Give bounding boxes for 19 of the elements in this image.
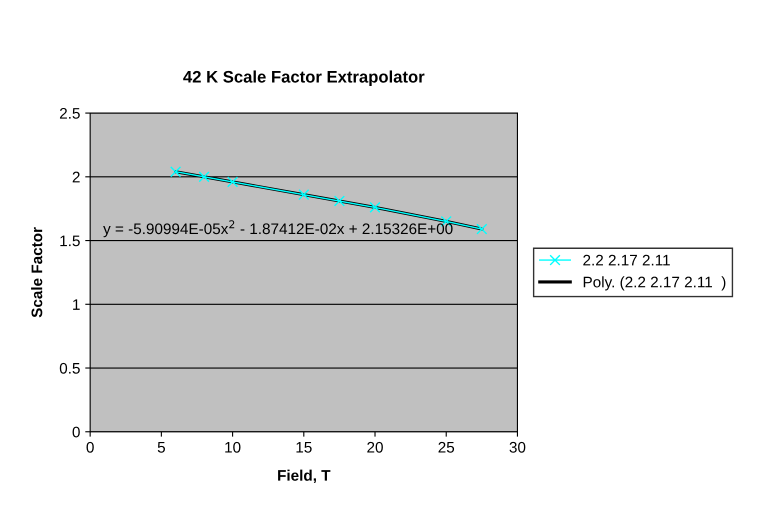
annotation: y = -5.90994E-05x$^{2}$ - 1.87412E-02x + 2.15326E+00 [103,220,453,238]
y-tick-label: 2 [72,172,80,182]
y-tick-label: 0 [72,426,80,438]
y-tick-label: 0.5 [60,362,80,374]
x-tick-label: 5 [158,442,165,453]
chart-title: 42 K Scale Factor Extrapolator [183,70,424,86]
legend-label: 2.2 2.17 2.11 [583,254,670,266]
x-tick-label: 25 [438,442,454,453]
legend-label: Poly. (2.2 2.17 2.11 ) [584,276,726,290]
y-axis-title: Scale Factor [31,227,42,318]
x-axis-title: Field, T [278,470,330,484]
y-tick-label: 1.5 [60,236,80,246]
x-tick-label: 20 [367,442,383,453]
y-tick-label: 1 [73,299,80,310]
x-tick-label: 30 [510,442,526,453]
x-tick-label: 0 [86,442,94,453]
y-tick-label: 2.5 [60,108,80,119]
x-tick-label: 10 [225,442,240,453]
x-tick-label: 15 [296,442,312,453]
